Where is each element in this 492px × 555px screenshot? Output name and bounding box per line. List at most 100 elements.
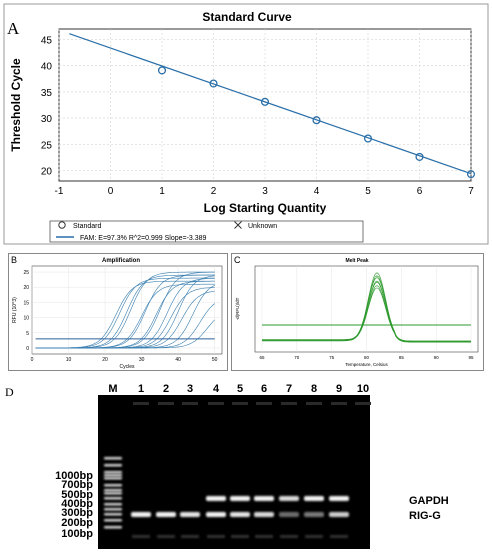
gel-well bbox=[182, 402, 198, 405]
gapdh-band bbox=[230, 496, 250, 501]
y-tick-label: 25 bbox=[41, 140, 53, 151]
x-axis-label: Temperature, Celsius bbox=[345, 362, 388, 367]
primer-dimer-band bbox=[157, 535, 175, 538]
ladder-size-label: 400bp bbox=[61, 498, 93, 510]
standard-point bbox=[466, 170, 476, 179]
amplification-panel: B Amplification 0 10 20 30 40 50 0 5 10 15 20 25 Cycle… bbox=[8, 253, 228, 371]
x-axis-label: Log Starting Quantity bbox=[204, 201, 327, 215]
chart-title: Standard Curve bbox=[202, 10, 292, 24]
x-tick-label: 30 bbox=[139, 357, 145, 363]
lane-label: 5 bbox=[237, 383, 243, 395]
y-tick-label: 15 bbox=[23, 300, 29, 306]
circle-marker-icon bbox=[58, 221, 66, 229]
gel-panel: D M 1 2 3 4 5 6 7 8 9 10 1000bp 700bp 500bp 400bp 300bp… bbox=[0, 378, 492, 550]
primer-dimer-band bbox=[231, 535, 249, 538]
ladder-band bbox=[104, 519, 122, 522]
panel-label-b: B bbox=[11, 255, 17, 265]
ladder-size-label: 500bp bbox=[61, 489, 93, 501]
ladder-band bbox=[104, 526, 122, 529]
gapdh-label: GAPDH bbox=[409, 495, 449, 507]
primer-dimer-band bbox=[255, 535, 273, 538]
y-tick-label: 10 bbox=[23, 316, 29, 322]
rig-g-band bbox=[329, 512, 349, 517]
rig-g-band bbox=[206, 512, 226, 517]
lane-label: 10 bbox=[357, 383, 369, 395]
x-tick-label: 50 bbox=[212, 357, 218, 363]
primer-dimer-band bbox=[181, 535, 199, 538]
ladder-band bbox=[104, 484, 122, 487]
standard-point bbox=[363, 134, 373, 143]
lane-label: M bbox=[108, 383, 117, 395]
rig-g-label: RIG-G bbox=[409, 510, 441, 522]
y-tick-label: 25 bbox=[23, 270, 29, 276]
gel-electrophoresis-image: M 1 2 3 4 5 6 7 8 9 10 1000bp700bp500bp400bp300bp20… bbox=[55, 383, 449, 549]
x-tick-label: 95 bbox=[469, 355, 475, 360]
x-tick-label: 0 bbox=[31, 357, 34, 363]
gapdh-band bbox=[304, 496, 324, 501]
ladder-size-label: 300bp bbox=[61, 507, 93, 519]
standard-point bbox=[209, 79, 218, 88]
lane-label: 3 bbox=[187, 383, 193, 395]
x-tick-label: 0 bbox=[108, 186, 114, 197]
gel-image bbox=[98, 395, 370, 549]
y-tick-label: 45 bbox=[41, 35, 53, 46]
y-tick-label: 20 bbox=[23, 285, 29, 291]
x-tick-label: 20 bbox=[102, 357, 108, 363]
x-marker-icon-stroke bbox=[234, 221, 242, 229]
x-tick-label: 3 bbox=[262, 186, 268, 197]
ladder-band bbox=[104, 513, 122, 516]
gapdh-band bbox=[329, 496, 349, 501]
y-tick-label: 30 bbox=[41, 114, 53, 125]
y-tick-label: 20 bbox=[41, 167, 53, 178]
standard-curve-chart: Standard Curve-1 0 1 2 3 4 5 6 7202530354045Log … bbox=[3, 3, 489, 245]
lane-label: 6 bbox=[261, 383, 267, 395]
amplification-curve bbox=[35, 319, 215, 349]
rig-g-band bbox=[156, 512, 176, 517]
gel-well bbox=[256, 402, 272, 405]
y-axis-label: Threshold Cycle bbox=[9, 58, 23, 152]
ladder-band bbox=[104, 492, 122, 495]
ladder-band bbox=[104, 471, 122, 474]
standard-point bbox=[157, 66, 167, 75]
lane-label: 9 bbox=[336, 383, 342, 395]
standard-point bbox=[415, 152, 424, 161]
melt-peak-panel: C Melt Peak 65 70 75 80 85 90 95 Temperature, Cel… bbox=[231, 253, 484, 371]
x-tick-label: 85 bbox=[399, 355, 405, 360]
x-tick-label: -1 bbox=[55, 186, 64, 197]
panel-label-d: D bbox=[5, 385, 14, 399]
legend-unknown-label: Unknown bbox=[248, 223, 277, 230]
gel-well bbox=[355, 402, 371, 405]
legend-box bbox=[49, 220, 364, 243]
ladder-band bbox=[104, 508, 122, 511]
gel-well bbox=[208, 402, 224, 405]
gel-well bbox=[281, 402, 297, 405]
ladder-band bbox=[104, 474, 122, 477]
rig-g-band bbox=[304, 512, 324, 517]
panel-label-a: A bbox=[7, 19, 20, 38]
rig-g-band bbox=[254, 512, 274, 517]
y-tick-label: 40 bbox=[41, 62, 53, 73]
x-axis-label: Cycles bbox=[119, 364, 135, 370]
y-tick-label: 5 bbox=[26, 331, 29, 337]
x-tick-label: 75 bbox=[329, 355, 335, 360]
gel-well bbox=[331, 402, 347, 405]
gel-well bbox=[306, 402, 322, 405]
x-tick-label: 1 bbox=[159, 186, 165, 197]
melt-curve bbox=[262, 287, 471, 342]
ladder-size-label: 700bp bbox=[61, 479, 93, 491]
gel-well bbox=[158, 402, 174, 405]
chart-title: Melt Peak bbox=[345, 258, 368, 264]
panel-label-c: C bbox=[234, 255, 241, 265]
y-axis-label: RFU (10^3) bbox=[12, 297, 18, 323]
y-tick-label: 0 bbox=[26, 346, 29, 352]
ladder-band bbox=[104, 503, 122, 506]
x-tick-label: 5 bbox=[365, 186, 371, 197]
gapdh-band bbox=[279, 496, 299, 501]
y-axis-label: -d(RFU)/dT bbox=[235, 297, 240, 320]
melt-peak-chart: C Melt Peak 65 70 75 80 85 90 95 Temperature, Cel… bbox=[231, 253, 484, 371]
x-tick-label: 70 bbox=[294, 355, 300, 360]
melt-curve bbox=[262, 281, 471, 342]
rig-g-band bbox=[180, 512, 200, 517]
primer-dimer-band bbox=[132, 535, 150, 538]
x-tick-label: 40 bbox=[175, 357, 181, 363]
